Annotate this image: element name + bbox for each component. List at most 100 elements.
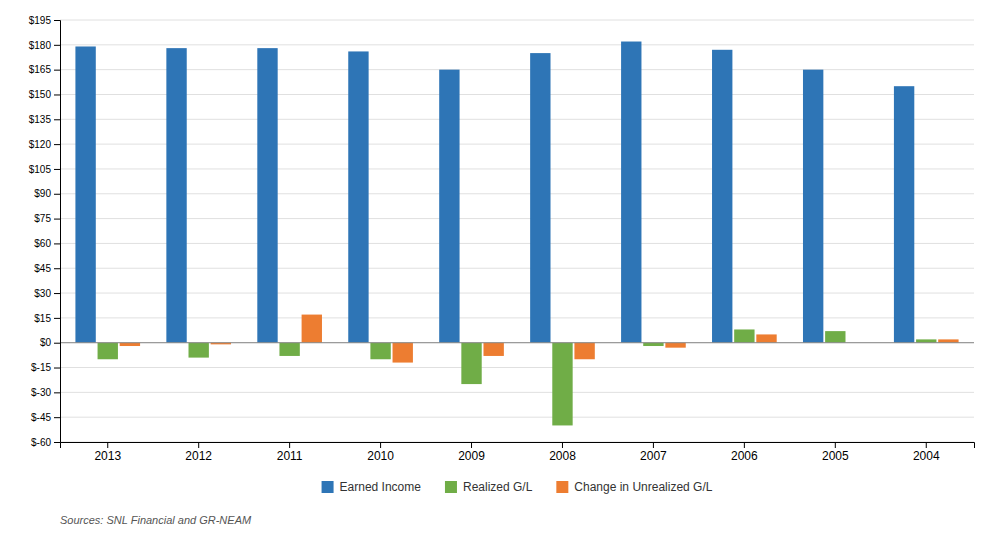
x-tick: 2012 bbox=[185, 442, 212, 463]
y-tick-mark bbox=[54, 343, 60, 344]
legend-label: Realized G/L bbox=[463, 480, 533, 494]
y-tick: $180 bbox=[29, 40, 60, 51]
x-tick-label: 2009 bbox=[458, 449, 485, 463]
grid-line bbox=[60, 168, 974, 169]
x-tick-label: 2013 bbox=[94, 449, 121, 463]
bar bbox=[665, 343, 685, 348]
grid-line bbox=[60, 317, 974, 318]
y-tick-label: $-45 bbox=[31, 412, 51, 423]
x-tick: 2010 bbox=[367, 442, 394, 463]
y-tick-label: $105 bbox=[29, 164, 52, 175]
bar bbox=[712, 50, 732, 343]
y-tick: $165 bbox=[29, 64, 60, 75]
bar bbox=[483, 343, 503, 356]
x-tick-mark bbox=[744, 442, 745, 448]
zero-line bbox=[60, 342, 974, 343]
y-tick: $-30 bbox=[31, 387, 60, 398]
legend-item: Realized G/L bbox=[445, 480, 533, 494]
y-tick-mark bbox=[54, 219, 60, 220]
bar bbox=[98, 343, 118, 360]
grid-line bbox=[60, 268, 974, 269]
y-tick: $-15 bbox=[31, 362, 60, 373]
y-tick-label: $165 bbox=[29, 64, 52, 75]
bar bbox=[189, 343, 209, 358]
legend-item: Change in Unrealized G/L bbox=[556, 480, 712, 494]
bar bbox=[439, 70, 459, 343]
legend-swatch bbox=[445, 481, 457, 493]
grid-line bbox=[60, 243, 974, 244]
bar bbox=[302, 315, 322, 343]
bar bbox=[894, 86, 914, 343]
grid-line bbox=[60, 293, 974, 294]
y-tick-label: $135 bbox=[29, 114, 52, 125]
y-tick-label: $120 bbox=[29, 139, 52, 150]
y-tick-label: $15 bbox=[34, 313, 51, 324]
bar bbox=[461, 343, 481, 384]
bar bbox=[257, 48, 277, 343]
y-tick: $45 bbox=[34, 263, 60, 274]
grid-line bbox=[60, 119, 974, 120]
x-tick-label: 2006 bbox=[731, 449, 758, 463]
y-tick-mark bbox=[54, 243, 60, 244]
bar bbox=[734, 329, 754, 342]
bar bbox=[803, 70, 823, 343]
legend-label: Earned Income bbox=[340, 480, 422, 494]
bar bbox=[552, 343, 572, 426]
y-tick-mark bbox=[54, 368, 60, 369]
y-tick-label: $-30 bbox=[31, 387, 51, 398]
y-tick-mark bbox=[54, 144, 60, 145]
y-tick-label: $30 bbox=[34, 288, 51, 299]
y-tick-label: $195 bbox=[29, 15, 52, 26]
bar bbox=[621, 42, 641, 343]
y-tick-mark bbox=[54, 45, 60, 46]
x-tick: 2007 bbox=[640, 442, 667, 463]
x-tick-mark bbox=[471, 442, 472, 448]
legend-swatch bbox=[556, 481, 568, 493]
grid-line bbox=[60, 367, 974, 368]
x-tick-mark bbox=[562, 442, 563, 448]
x-tick-label: 2008 bbox=[549, 449, 576, 463]
bar bbox=[530, 53, 550, 343]
y-tick-label: $75 bbox=[34, 213, 51, 224]
y-tick-label: $45 bbox=[34, 263, 51, 274]
x-axis: 2013201220112010200920082007200620052004 bbox=[61, 442, 975, 463]
y-tick-mark bbox=[54, 442, 60, 443]
x-tick-label: 2010 bbox=[367, 449, 394, 463]
legend: Earned Income Realized G/L Change in Unrea… bbox=[322, 480, 713, 494]
bar bbox=[166, 48, 186, 343]
x-tick-label: 2005 bbox=[822, 449, 849, 463]
x-tick: 2008 bbox=[549, 442, 576, 463]
y-tick: $0 bbox=[40, 337, 60, 348]
grid-line bbox=[60, 69, 974, 70]
bar bbox=[370, 343, 390, 360]
x-tick: 2009 bbox=[458, 442, 485, 463]
y-tick: $30 bbox=[34, 288, 60, 299]
y-tick-mark bbox=[54, 293, 60, 294]
x-tick-label: 2012 bbox=[185, 449, 212, 463]
grid-line bbox=[60, 392, 974, 393]
x-tick-mark bbox=[107, 442, 108, 448]
x-tick: 2006 bbox=[731, 442, 758, 463]
chart: $-60$-45$-30$-15$0$15$30$45$60$75$90$105… bbox=[0, 0, 994, 534]
y-tick-label: $90 bbox=[34, 188, 51, 199]
y-tick-mark bbox=[54, 20, 60, 21]
y-tick: $105 bbox=[29, 164, 60, 175]
x-tick-mark bbox=[926, 442, 927, 448]
y-tick-mark bbox=[54, 119, 60, 120]
x-tick-label: 2011 bbox=[277, 449, 303, 463]
plot: $-60$-45$-30$-15$0$15$30$45$60$75$90$105… bbox=[29, 15, 975, 463]
y-tick-mark bbox=[54, 268, 60, 269]
bar bbox=[75, 46, 95, 342]
y-tick-label: $60 bbox=[34, 238, 51, 249]
bar-series bbox=[120, 315, 959, 363]
y-tick-label: $150 bbox=[29, 89, 52, 100]
grid-line bbox=[60, 94, 974, 95]
x-tick-mark bbox=[835, 442, 836, 448]
bar-series bbox=[75, 42, 914, 343]
y-tick-label: $180 bbox=[29, 40, 52, 51]
bar-series bbox=[98, 329, 937, 425]
y-tick-mark bbox=[54, 169, 60, 170]
bar bbox=[756, 334, 776, 342]
bar bbox=[348, 51, 368, 342]
y-tick: $135 bbox=[29, 114, 60, 125]
